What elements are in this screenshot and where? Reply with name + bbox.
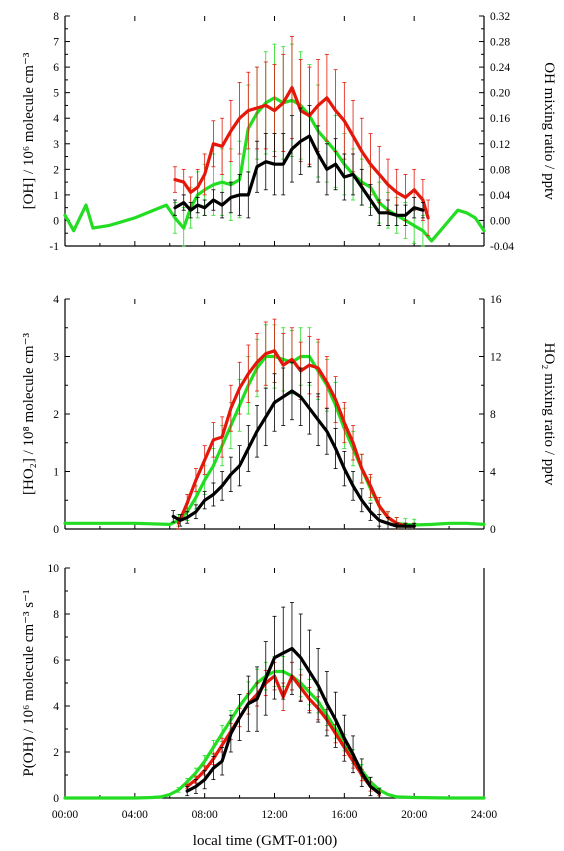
y-tick-label: 4 bbox=[53, 113, 59, 125]
y2-tick-label: 16 bbox=[490, 294, 502, 306]
y-tick-label: 5 bbox=[53, 88, 59, 100]
x-axis-title: local time (GMT-01:00) bbox=[193, 833, 337, 849]
series-2 bbox=[185, 602, 382, 799]
x-tick-label: 24:00 bbox=[471, 809, 497, 821]
y2-tick-label: 0.20 bbox=[490, 88, 510, 100]
y2-tick-label: 0.32 bbox=[490, 11, 510, 23]
y2-axis-title: HO₂ mixing ratio / pptv bbox=[541, 343, 557, 486]
series-line bbox=[185, 646, 381, 795]
y2-tick-label: 0.24 bbox=[490, 62, 510, 74]
series-1 bbox=[176, 318, 417, 530]
y-tick-label: 7 bbox=[53, 37, 59, 49]
y-tick-label: 6 bbox=[53, 62, 59, 74]
series-line bbox=[176, 349, 416, 528]
y-tick-label: 8 bbox=[53, 609, 59, 621]
y-tick-label: 1 bbox=[53, 467, 59, 479]
y-tick-label: 0 bbox=[53, 793, 59, 805]
y-tick-label: 2 bbox=[53, 747, 59, 759]
x-tick-label: 20:00 bbox=[401, 809, 427, 821]
y2-tick-label: 0.08 bbox=[490, 164, 510, 176]
y-tick-label: 4 bbox=[53, 294, 59, 306]
y-tick-label: 8 bbox=[53, 11, 59, 23]
y-tick-label: 3 bbox=[53, 352, 59, 364]
panel-poh: 00:00 04:00 08:00 12:00 16:00 20:00 24:00 0 2 4 6 8… bbox=[21, 563, 497, 821]
y2-tick-label: 12 bbox=[490, 352, 502, 364]
y2-tick-label: -0.04 bbox=[490, 241, 514, 253]
y-tick-label: 0 bbox=[53, 524, 59, 536]
series-2 bbox=[172, 105, 425, 226]
y2-tick-label: 8 bbox=[490, 409, 496, 421]
y-axis-title: P(OH) / 10⁶ molecule cm⁻³ s⁻¹ bbox=[21, 589, 37, 776]
series-2 bbox=[171, 361, 417, 530]
y-tick-label: 6 bbox=[53, 655, 59, 667]
y-axis-title: [OH] / 10⁶ molecule cm⁻³ bbox=[21, 52, 37, 209]
x-tick-label: 04:00 bbox=[122, 809, 148, 821]
x-tick-label: 16:00 bbox=[331, 809, 357, 821]
series-line bbox=[171, 389, 416, 528]
y-tick-label: 0 bbox=[53, 215, 59, 227]
y2-tick-label: 0.04 bbox=[490, 190, 510, 202]
y2-tick-label: 4 bbox=[490, 467, 496, 479]
y-tick-label: 3 bbox=[53, 139, 59, 151]
y2-tick-label: 0.12 bbox=[490, 139, 510, 151]
panels-layer: -1012345678-0.040.000.040.080.120.160.20… bbox=[21, 11, 557, 821]
y2-tick-label: 0 bbox=[490, 524, 496, 536]
y2-axis-title: OH mixing ratio / pptv bbox=[541, 62, 557, 200]
y-tick-label: 1 bbox=[53, 190, 59, 202]
series-1 bbox=[172, 36, 431, 237]
y-tick-label: 10 bbox=[48, 563, 60, 575]
y2-tick-label: 0.00 bbox=[490, 215, 510, 227]
y2-tick-label: 0.16 bbox=[490, 113, 510, 125]
x-tick-label: 12:00 bbox=[261, 809, 287, 821]
y-tick-label: -1 bbox=[49, 241, 59, 253]
y-tick-label: 4 bbox=[53, 701, 59, 713]
series-line bbox=[173, 134, 425, 217]
panel-oh: -1 0 1 2 3 4 5 6 7 8 -0.04 0.00 0.04 0.08 0.12 0.16 0.20… bbox=[21, 11, 557, 253]
y2-tick-label: 0.28 bbox=[490, 37, 510, 49]
y-axis-title: [HO₂] / 10⁸ molecule cm⁻³ bbox=[21, 333, 37, 496]
x-tick-label: 00:00 bbox=[52, 809, 78, 821]
y-tick-label: 2 bbox=[53, 409, 59, 421]
x-tick-label: 08:00 bbox=[192, 809, 218, 821]
y-tick-label: 2 bbox=[53, 164, 59, 176]
